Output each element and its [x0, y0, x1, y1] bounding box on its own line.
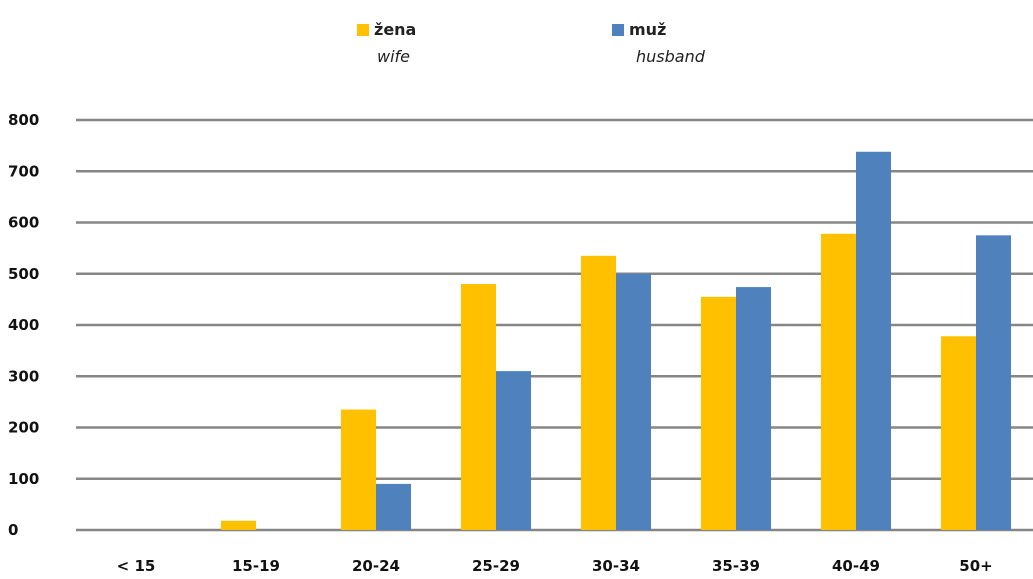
x-tick-label: 30-34	[592, 557, 640, 575]
bar-muz-5	[736, 287, 771, 530]
bar-zena-2	[341, 409, 376, 530]
bar-muz-6	[856, 151, 891, 530]
legend-item-zena: žena wife	[357, 20, 416, 66]
x-tick-label: 25-29	[472, 557, 520, 575]
y-tick-label: 400	[8, 316, 39, 334]
bar-zena-4	[581, 255, 616, 530]
y-tick-label: 300	[8, 367, 39, 385]
bar-muz-2	[376, 483, 411, 530]
legend-sublabel-wife: wife	[377, 47, 411, 66]
bar-zena-6	[821, 233, 856, 530]
y-tick-label: 0	[8, 521, 18, 539]
bar-muz-3	[496, 371, 531, 530]
x-tick-label: 20-24	[352, 557, 400, 575]
x-tick-label: 50+	[959, 557, 992, 575]
legend-label-zena: žena	[374, 20, 417, 39]
bar-zena-7	[941, 336, 976, 530]
legend-swatch-zena	[357, 24, 369, 36]
x-tick-label: 15-19	[232, 557, 280, 575]
bar-zena-1	[221, 520, 256, 530]
x-tick-label: 40-49	[832, 557, 880, 575]
x-tick-label: 35-39	[712, 557, 760, 575]
bar-muz-4	[616, 273, 651, 530]
y-tick-label: 500	[8, 265, 39, 283]
y-tick-label: 800	[8, 111, 39, 129]
x-tick-label: < 15	[117, 557, 156, 575]
y-tick-label: 200	[8, 419, 39, 437]
bar-muz-7	[976, 235, 1011, 530]
legend-item-muz: muž husband	[612, 20, 705, 66]
legend-sublabel-husband: husband	[636, 47, 705, 66]
y-tick-label: 600	[8, 214, 39, 232]
bar-zena-5	[701, 296, 736, 530]
bar-zena-3	[461, 284, 496, 530]
legend-swatch-muz	[612, 24, 624, 36]
legend-label-muz: muž	[629, 20, 667, 39]
y-tick-label: 100	[8, 470, 39, 488]
y-tick-label: 700	[8, 162, 39, 180]
